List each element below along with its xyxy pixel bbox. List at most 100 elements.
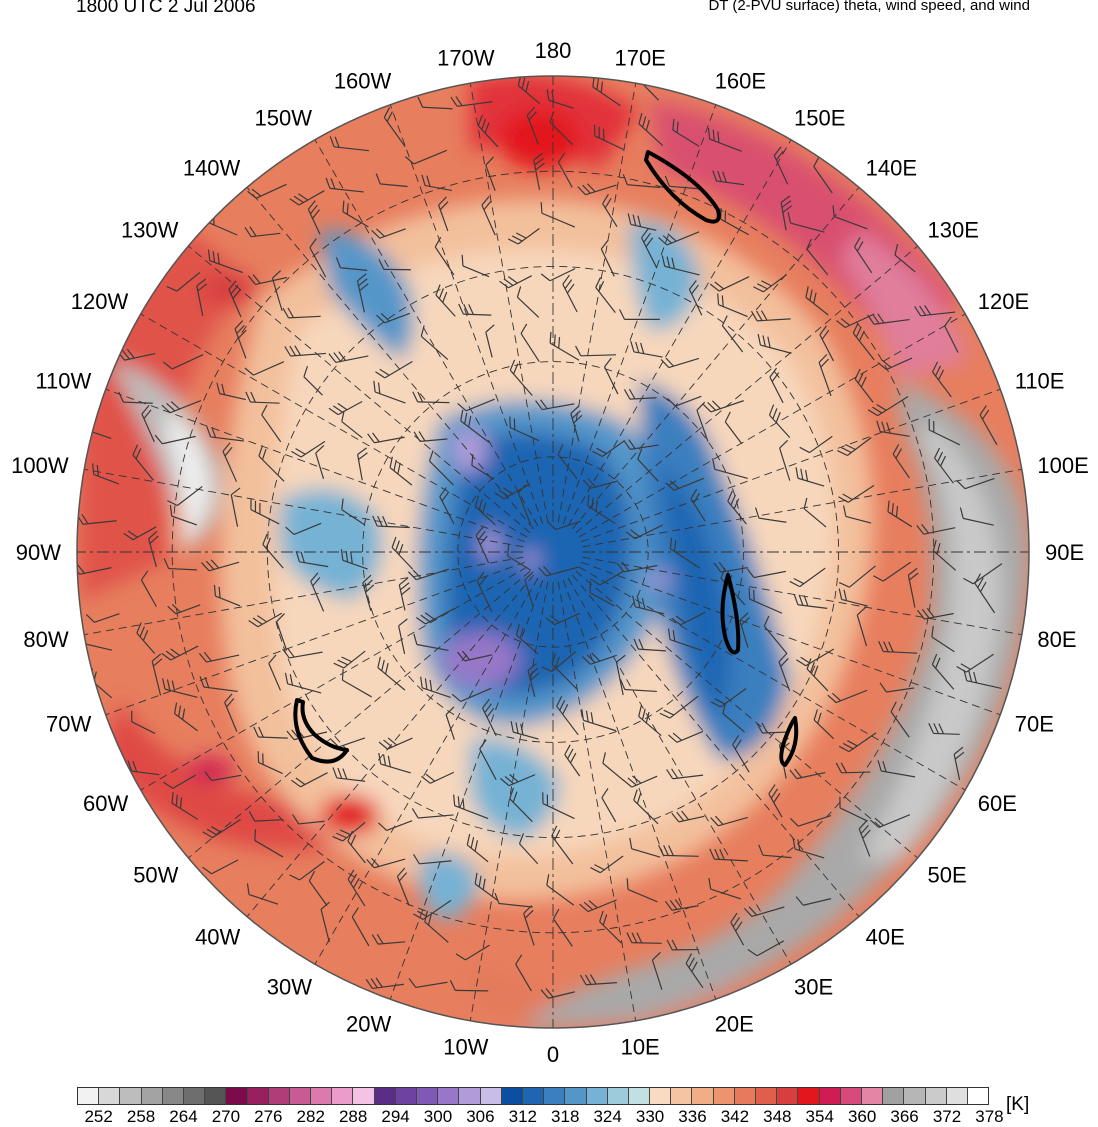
colorbar-tick-label: 282: [297, 1107, 325, 1127]
colorbar-swatch: [777, 1088, 798, 1104]
colorbar-swatch: [523, 1088, 544, 1104]
colorbar-swatch: [438, 1088, 459, 1104]
longitude-label: 30W: [267, 975, 312, 1000]
longitude-label: 160E: [715, 68, 766, 93]
longitude-label: 90E: [1045, 540, 1084, 565]
longitude-label: 50W: [133, 863, 178, 888]
longitude-label: 70E: [1015, 712, 1054, 737]
colorbar-swatch: [163, 1088, 184, 1104]
colorbar-swatch: [841, 1088, 862, 1104]
longitude-label: 20E: [715, 1012, 754, 1037]
colorbar-swatch: [798, 1088, 819, 1104]
colorbar-swatch: [353, 1088, 374, 1104]
colorbar-tick-label: 288: [339, 1107, 367, 1127]
colorbar-tick-label: 258: [127, 1107, 155, 1127]
colorbar-tick-label: 348: [763, 1107, 791, 1127]
colorbar-swatch: [947, 1088, 968, 1104]
colorbar-swatch: [671, 1088, 692, 1104]
longitude-label: 140E: [866, 155, 917, 180]
longitude-label: 110W: [35, 368, 91, 393]
colorbar-tick-label: 270: [212, 1107, 240, 1127]
longitude-label: 160W: [334, 68, 392, 93]
colorbar-swatch: [78, 1088, 99, 1104]
colorbar-tick-label: 342: [721, 1107, 749, 1127]
colorbar-swatch: [248, 1088, 269, 1104]
colorbar-swatch: [120, 1088, 141, 1104]
colorbar-tick-label: 264: [169, 1107, 197, 1127]
colorbar-swatch: [481, 1088, 502, 1104]
colorbar-tick-label: 300: [424, 1107, 452, 1127]
colorbar-swatch: [290, 1088, 311, 1104]
longitude-label: 130W: [121, 217, 179, 242]
colorbar-tick-label: 372: [933, 1107, 961, 1127]
colorbar-tick-label: 276: [254, 1107, 282, 1127]
longitude-label: 100W: [11, 453, 69, 478]
colorbar-swatch: [565, 1088, 586, 1104]
colorbar-swatch: [926, 1088, 947, 1104]
colorbar-tick-label: 312: [509, 1107, 537, 1127]
longitude-label: 60W: [83, 791, 128, 816]
longitude-label: 50E: [928, 863, 967, 888]
colorbar-swatch: [99, 1088, 120, 1104]
theta-colorbar: [77, 1087, 989, 1105]
longitude-label: 20W: [346, 1012, 391, 1037]
longitude-label: 170E: [614, 46, 665, 71]
longitude-label: 180: [535, 38, 572, 63]
colorbar-units: [K]: [1006, 1094, 1029, 1116]
longitude-label: 30E: [794, 975, 833, 1000]
colorbar-swatch: [417, 1088, 438, 1104]
longitude-label: 80W: [23, 627, 68, 652]
colorbar-swatch: [205, 1088, 226, 1104]
colorbar-swatch: [502, 1088, 523, 1104]
longitude-label: 140W: [183, 155, 241, 180]
longitude-label: 130E: [928, 217, 979, 242]
colorbar-swatch: [862, 1088, 883, 1104]
polar-map: 180 170E 160E 150E 140E 130E 120E 110E 100E 90E 80…: [0, 0, 1098, 1080]
colorbar-swatch: [650, 1088, 671, 1104]
longitude-label: 110E: [1015, 368, 1065, 393]
colorbar-swatch: [459, 1088, 480, 1104]
longitude-label: 120E: [978, 289, 1029, 314]
colorbar-swatch: [883, 1088, 904, 1104]
longitude-label: 10E: [621, 1034, 660, 1059]
colorbar-swatch: [968, 1088, 988, 1104]
colorbar-swatch: [735, 1088, 756, 1104]
longitude-label: 0: [547, 1042, 559, 1067]
colorbar-tick-label: 336: [678, 1107, 706, 1127]
longitude-label: 40W: [195, 925, 240, 950]
longitude-label: 40E: [866, 925, 905, 950]
longitude-label: 150E: [794, 105, 845, 130]
colorbar-swatch: [756, 1088, 777, 1104]
longitude-label: 170W: [437, 46, 495, 71]
colorbar-swatch: [587, 1088, 608, 1104]
longitude-label: 150W: [255, 105, 313, 130]
colorbar-swatch: [269, 1088, 290, 1104]
colorbar-tick-label: 354: [806, 1107, 834, 1127]
colorbar-tick-label: 294: [381, 1107, 409, 1127]
colorbar-swatch: [692, 1088, 713, 1104]
colorbar-tick-label: 318: [551, 1107, 579, 1127]
colorbar-tick-label: 360: [848, 1107, 876, 1127]
longitude-label: 10W: [443, 1034, 488, 1059]
colorbar-tick-label: 252: [84, 1107, 112, 1127]
colorbar-swatch: [608, 1088, 629, 1104]
colorbar-swatch: [226, 1088, 247, 1104]
colorbar-swatch: [142, 1088, 163, 1104]
colorbar-swatch: [820, 1088, 841, 1104]
colorbar-swatch: [184, 1088, 205, 1104]
longitude-label: 100E: [1037, 453, 1088, 478]
colorbar-swatch: [311, 1088, 332, 1104]
colorbar-tick-label: 378: [975, 1107, 1003, 1127]
longitude-label: 60E: [978, 791, 1017, 816]
colorbar-tick-label: 324: [593, 1107, 621, 1127]
colorbar-swatch: [629, 1088, 650, 1104]
longitude-label: 120W: [71, 289, 129, 314]
colorbar-tick-label: 366: [890, 1107, 918, 1127]
colorbar-swatch: [375, 1088, 396, 1104]
longitude-label: 90W: [16, 540, 61, 565]
colorbar-tick-labels: 252 258 264 270 276 282 288 294 300 306 312 318 324 3…: [77, 1107, 989, 1127]
colorbar-swatch: [904, 1088, 925, 1104]
colorbar-swatch: [332, 1088, 353, 1104]
colorbar-tick-label: 306: [466, 1107, 494, 1127]
colorbar-swatch: [396, 1088, 417, 1104]
